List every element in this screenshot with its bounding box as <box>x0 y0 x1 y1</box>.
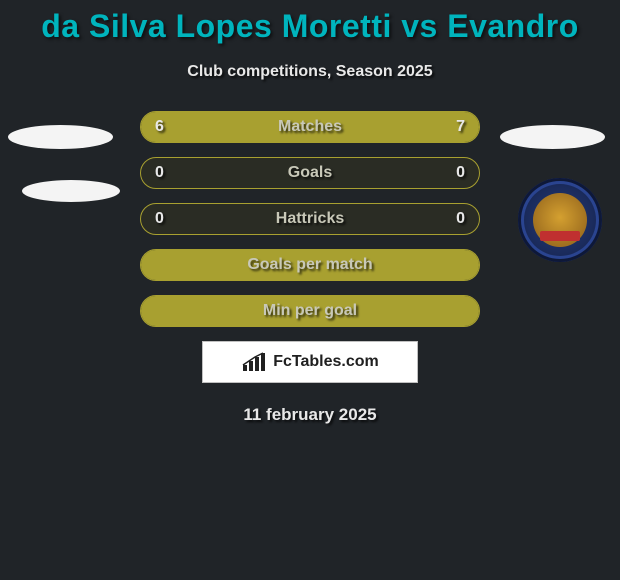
stat-row-hattricks: 0 Hattricks 0 <box>140 203 480 235</box>
stat-label: Hattricks <box>276 210 344 228</box>
bar-left <box>141 112 296 142</box>
stat-row-goals: 0 Goals 0 <box>140 157 480 189</box>
stat-label: Min per goal <box>263 302 357 320</box>
stat-label: Goals <box>288 164 332 182</box>
stat-value-left: 6 <box>155 118 164 136</box>
stat-label: Matches <box>278 118 342 136</box>
page-title: da Silva Lopes Moretti vs Evandro <box>0 0 620 45</box>
crest-inner-icon <box>533 193 587 247</box>
team-logo-placeholder-left-2 <box>22 180 120 202</box>
stat-row-min-per-goal: Min per goal <box>140 295 480 327</box>
stat-value-right: 7 <box>456 118 465 136</box>
stat-row-matches: 6 Matches 7 <box>140 111 480 143</box>
team-logo-placeholder-left-1 <box>8 125 113 149</box>
fctables-logo-icon <box>241 351 267 373</box>
attribution-text: FcTables.com <box>273 353 379 371</box>
stat-label: Goals per match <box>247 256 372 274</box>
page-subtitle: Club competitions, Season 2025 <box>0 63 620 81</box>
stat-value-right: 0 <box>456 210 465 228</box>
crest-ribbon-icon <box>540 231 580 241</box>
stat-value-left: 0 <box>155 164 164 182</box>
attribution-badge[interactable]: FcTables.com <box>202 341 418 383</box>
stat-row-goals-per-match: Goals per match <box>140 249 480 281</box>
stat-value-left: 0 <box>155 210 164 228</box>
team-crest-right <box>518 178 602 262</box>
stat-value-right: 0 <box>456 164 465 182</box>
page-date: 11 february 2025 <box>0 405 620 425</box>
stats-rows: 6 Matches 7 0 Goals 0 0 Hattricks 0 Goal… <box>140 111 480 327</box>
team-logo-placeholder-right-1 <box>500 125 605 149</box>
